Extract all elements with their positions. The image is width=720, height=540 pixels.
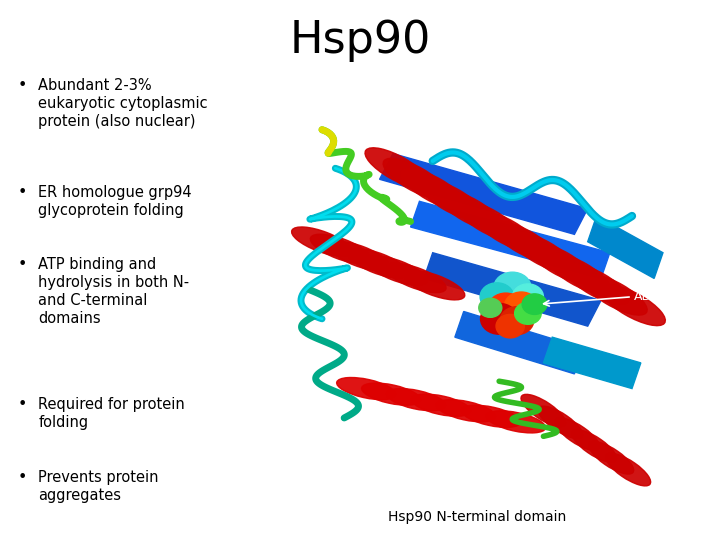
Text: Hsp90 N-terminal domain: Hsp90 N-terminal domain xyxy=(388,510,566,524)
Ellipse shape xyxy=(310,234,372,264)
Ellipse shape xyxy=(564,264,629,305)
Ellipse shape xyxy=(365,148,430,189)
Circle shape xyxy=(515,302,541,325)
Ellipse shape xyxy=(401,169,466,210)
Text: ER homologue grp94
glycoprotein folding: ER homologue grp94 glycoprotein folding xyxy=(38,185,192,218)
Ellipse shape xyxy=(337,377,396,400)
Circle shape xyxy=(488,293,523,322)
Text: •: • xyxy=(18,397,27,413)
Ellipse shape xyxy=(555,418,600,450)
Text: •: • xyxy=(18,470,27,485)
Circle shape xyxy=(479,298,502,318)
Text: ADP: ADP xyxy=(634,291,660,303)
Text: •: • xyxy=(18,78,27,93)
Polygon shape xyxy=(424,253,601,326)
Ellipse shape xyxy=(606,454,651,486)
Ellipse shape xyxy=(492,221,557,262)
Circle shape xyxy=(496,314,524,338)
Ellipse shape xyxy=(510,232,575,273)
Polygon shape xyxy=(410,201,610,279)
Ellipse shape xyxy=(329,241,390,271)
Ellipse shape xyxy=(387,389,446,411)
Text: •: • xyxy=(18,185,27,200)
Ellipse shape xyxy=(438,190,502,231)
Ellipse shape xyxy=(383,158,448,199)
Ellipse shape xyxy=(486,411,546,433)
Circle shape xyxy=(505,292,538,320)
Ellipse shape xyxy=(404,271,465,300)
Text: Required for protein
folding: Required for protein folding xyxy=(38,397,185,430)
Ellipse shape xyxy=(436,400,496,422)
Polygon shape xyxy=(544,337,641,389)
Ellipse shape xyxy=(348,249,409,278)
Ellipse shape xyxy=(292,227,353,256)
Ellipse shape xyxy=(572,430,617,462)
Ellipse shape xyxy=(582,274,647,315)
Ellipse shape xyxy=(589,442,634,474)
Circle shape xyxy=(500,307,534,335)
Ellipse shape xyxy=(361,383,421,405)
Ellipse shape xyxy=(600,285,665,326)
Polygon shape xyxy=(379,153,588,234)
Ellipse shape xyxy=(385,263,446,293)
Text: ATP binding and
hydrolysis in both N-
and C-terminal
domains: ATP binding and hydrolysis in both N- an… xyxy=(38,257,189,326)
Polygon shape xyxy=(588,216,663,279)
Circle shape xyxy=(480,303,518,334)
Ellipse shape xyxy=(412,394,471,416)
Text: Prevents protein
aggregates: Prevents protein aggregates xyxy=(38,470,158,503)
Text: •: • xyxy=(18,257,27,272)
Circle shape xyxy=(480,283,514,310)
Text: Hsp90: Hsp90 xyxy=(289,19,431,62)
Ellipse shape xyxy=(456,200,521,241)
Ellipse shape xyxy=(462,405,521,427)
Ellipse shape xyxy=(474,211,539,252)
Ellipse shape xyxy=(366,256,428,286)
Ellipse shape xyxy=(420,179,484,220)
Circle shape xyxy=(513,284,544,309)
Ellipse shape xyxy=(521,394,566,427)
Ellipse shape xyxy=(528,242,593,284)
Ellipse shape xyxy=(538,406,582,438)
Text: Abundant 2-3%
eukaryotic cytoplasmic
protein (also nuclear): Abundant 2-3% eukaryotic cytoplasmic pro… xyxy=(38,78,208,129)
Circle shape xyxy=(494,272,531,303)
Circle shape xyxy=(522,294,547,314)
Polygon shape xyxy=(455,312,583,374)
Ellipse shape xyxy=(546,253,611,294)
